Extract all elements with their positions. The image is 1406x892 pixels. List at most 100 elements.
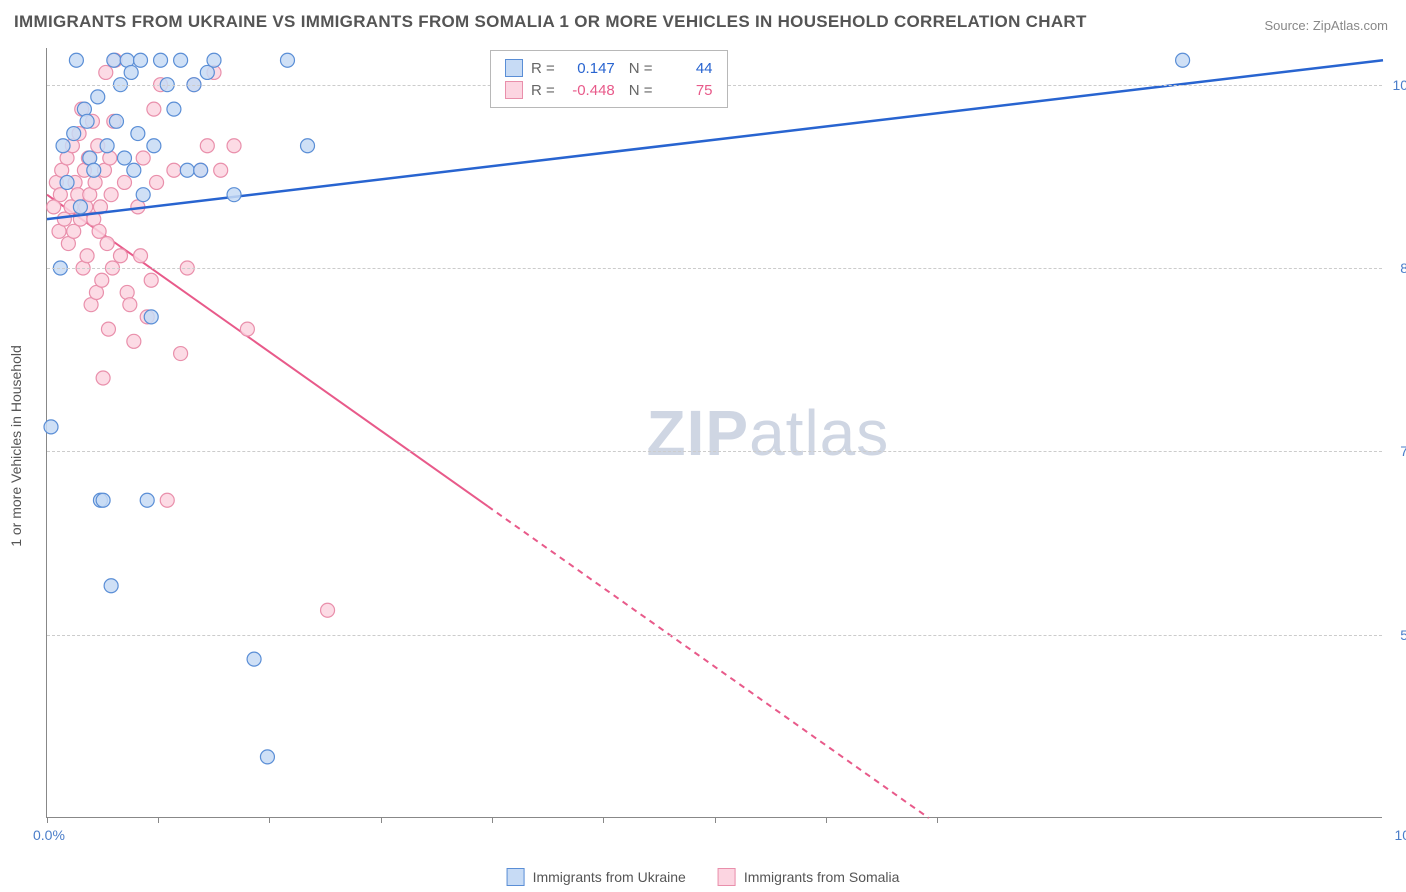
stats-legend-box: R =0.147N =44R =-0.448N =75 — [490, 50, 728, 108]
data-point — [140, 493, 154, 507]
data-point — [67, 127, 81, 141]
gridline-h — [47, 268, 1382, 269]
gridline-h — [47, 635, 1382, 636]
y-tick-label: 55.0% — [1400, 627, 1406, 643]
data-point — [113, 249, 127, 263]
legend-label: Immigrants from Somalia — [744, 869, 900, 885]
x-tick — [603, 817, 604, 823]
data-point — [123, 298, 137, 312]
x-tick — [937, 817, 938, 823]
data-point — [109, 114, 123, 128]
data-point — [95, 273, 109, 287]
data-point — [154, 53, 168, 67]
y-axis-label: 1 or more Vehicles in Household — [8, 345, 24, 547]
stats-r-value: -0.448 — [563, 82, 615, 99]
data-point — [127, 334, 141, 348]
y-tick-label: 85.0% — [1400, 260, 1406, 276]
data-point — [91, 90, 105, 104]
data-point — [103, 151, 117, 165]
data-point — [260, 750, 274, 764]
stats-n-value: 75 — [661, 82, 713, 99]
data-point — [134, 249, 148, 263]
data-point — [56, 139, 70, 153]
gridline-h — [47, 451, 1382, 452]
legend-bottom: Immigrants from Ukraine Immigrants from S… — [507, 868, 900, 886]
chart-svg — [47, 48, 1382, 817]
data-point — [80, 249, 94, 263]
legend-swatch — [505, 59, 523, 77]
data-point — [101, 322, 115, 336]
data-point — [77, 102, 91, 116]
data-point — [301, 139, 315, 153]
data-point — [147, 139, 161, 153]
data-point — [87, 163, 101, 177]
data-point — [200, 139, 214, 153]
x-tick — [826, 817, 827, 823]
x-tick — [492, 817, 493, 823]
data-point — [1176, 53, 1190, 67]
data-point — [69, 53, 83, 67]
y-tick-label: 70.0% — [1400, 443, 1406, 459]
legend-swatch — [507, 868, 525, 886]
data-point — [227, 139, 241, 153]
legend-label: Immigrants from Ukraine — [533, 869, 686, 885]
plot-area: ZIPatlas 55.0%70.0%85.0%100.0%0.0%100.0% — [46, 48, 1382, 818]
data-point — [167, 102, 181, 116]
y-tick-label: 100.0% — [1393, 77, 1406, 93]
data-point — [107, 53, 121, 67]
x-tick — [158, 817, 159, 823]
data-point — [100, 237, 114, 251]
data-point — [321, 603, 335, 617]
data-point — [117, 175, 131, 189]
source-label: Source: ZipAtlas.com — [1264, 18, 1388, 33]
data-point — [160, 493, 174, 507]
data-point — [92, 224, 106, 238]
data-point — [167, 163, 181, 177]
data-point — [227, 188, 241, 202]
data-point — [240, 322, 254, 336]
data-point — [144, 310, 158, 324]
data-point — [194, 163, 208, 177]
stats-r-label: R = — [531, 82, 555, 99]
stats-row: R =0.147N =44 — [505, 57, 713, 79]
data-point — [174, 53, 188, 67]
data-point — [100, 139, 114, 153]
data-point — [80, 114, 94, 128]
stats-row: R =-0.448N =75 — [505, 79, 713, 101]
data-point — [247, 652, 261, 666]
data-point — [180, 163, 194, 177]
x-tick-label-left: 0.0% — [33, 827, 65, 843]
stats-n-value: 44 — [661, 60, 713, 77]
legend-item: Immigrants from Ukraine — [507, 868, 686, 886]
data-point — [136, 188, 150, 202]
data-point — [174, 347, 188, 361]
data-point — [131, 127, 145, 141]
data-point — [44, 420, 58, 434]
data-point — [144, 273, 158, 287]
stats-r-label: R = — [531, 60, 555, 77]
data-point — [117, 151, 131, 165]
data-point — [104, 579, 118, 593]
data-point — [60, 175, 74, 189]
x-tick — [715, 817, 716, 823]
data-point — [124, 65, 138, 79]
data-point — [104, 188, 118, 202]
data-point — [127, 163, 141, 177]
x-tick — [381, 817, 382, 823]
data-point — [136, 151, 150, 165]
data-point — [96, 371, 110, 385]
legend-swatch — [718, 868, 736, 886]
data-point — [214, 163, 228, 177]
x-tick — [47, 817, 48, 823]
data-point — [73, 200, 87, 214]
data-point — [207, 53, 221, 67]
x-tick — [269, 817, 270, 823]
data-point — [99, 65, 113, 79]
legend-item: Immigrants from Somalia — [718, 868, 900, 886]
data-point — [280, 53, 294, 67]
stats-r-value: 0.147 — [563, 60, 615, 77]
x-tick-label-right: 100.0% — [1395, 827, 1406, 843]
data-point — [96, 493, 110, 507]
chart-title: IMMIGRANTS FROM UKRAINE VS IMMIGRANTS FR… — [14, 12, 1087, 32]
data-point — [134, 53, 148, 67]
